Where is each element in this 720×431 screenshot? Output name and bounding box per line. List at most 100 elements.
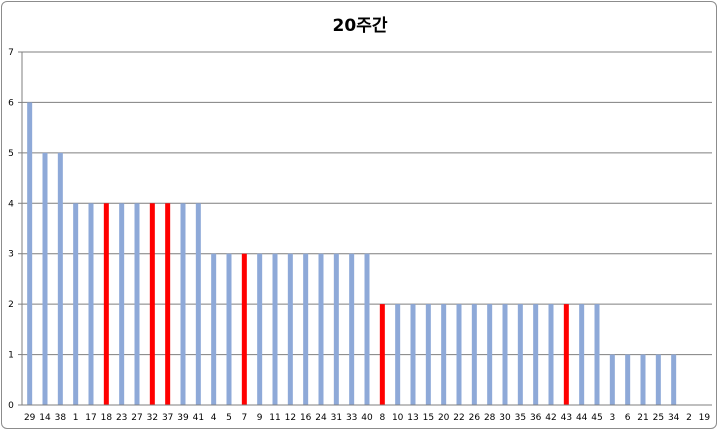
bar-40: [364, 253, 370, 405]
bar-44: [579, 304, 585, 405]
x-tick-label: 35: [515, 413, 526, 423]
x-tick-label: 4: [211, 413, 217, 423]
x-tick-label: 19: [699, 413, 711, 423]
bar-41: [195, 203, 201, 405]
x-tick-label: 21: [637, 413, 648, 423]
x-tick-label: 8: [379, 413, 385, 423]
x-tick-label: 27: [131, 413, 142, 423]
bar-4: [211, 253, 217, 405]
x-tick-label: 36: [530, 413, 542, 423]
bar-35: [517, 304, 523, 405]
x-tick-label: 34: [668, 413, 680, 423]
x-tick-label: 32: [147, 413, 158, 423]
y-tick-label: 1: [8, 351, 14, 361]
x-tick-label: 18: [101, 413, 113, 423]
bars: [27, 102, 677, 405]
y-tick-label: 5: [8, 149, 14, 159]
x-tick-label: 23: [116, 413, 127, 423]
y-tick-label: 6: [8, 98, 14, 108]
y-tick-label: 4: [8, 199, 14, 209]
x-tick-label: 30: [499, 413, 511, 423]
bar-23: [119, 203, 125, 405]
bar-30: [502, 304, 508, 405]
x-tick-label: 40: [361, 413, 373, 423]
bar-7: [241, 253, 247, 405]
x-tick-label: 24: [315, 413, 327, 423]
x-tick-label: 31: [331, 413, 342, 423]
y-tick-label: 3: [8, 250, 14, 260]
y-axis-ticks: 0 1 2 3 4 5 6 7: [8, 48, 22, 411]
bar-29: [27, 102, 33, 405]
bar-34: [671, 354, 677, 405]
x-tick-label: 15: [423, 413, 434, 423]
x-tick-label: 2: [686, 413, 692, 423]
bar-11: [272, 253, 278, 405]
bar-21: [640, 354, 646, 405]
bar-39: [180, 203, 186, 405]
x-tick-label: 45: [591, 413, 602, 423]
x-tick-label: 17: [85, 413, 96, 423]
x-tick-label: 7: [241, 413, 247, 423]
x-tick-label: 11: [269, 413, 280, 423]
bar-32: [149, 203, 155, 405]
bar-16: [303, 253, 309, 405]
bar-33: [349, 253, 355, 405]
bar-6: [625, 354, 631, 405]
bar-38: [57, 152, 63, 405]
bar-10: [395, 304, 401, 405]
bar-17: [88, 203, 94, 405]
x-tick-label: 14: [39, 413, 51, 423]
bar-9: [257, 253, 263, 405]
bar-25: [655, 354, 661, 405]
y-tick-label: 0: [8, 401, 14, 411]
x-tick-label: 26: [469, 413, 481, 423]
x-tick-label: 9: [257, 413, 263, 423]
bar-24: [318, 253, 324, 405]
bar-27: [134, 203, 140, 405]
x-tick-label: 39: [177, 413, 189, 423]
bar-45: [594, 304, 600, 405]
x-tick-label: 38: [55, 413, 67, 423]
bar-5: [226, 253, 232, 405]
x-tick-label: 37: [162, 413, 173, 423]
bar-31: [333, 253, 339, 405]
bar-28: [487, 304, 493, 405]
y-tick-label: 2: [8, 300, 14, 310]
x-tick-label: 28: [484, 413, 496, 423]
x-tick-label: 43: [561, 413, 572, 423]
x-tick-label: 3: [609, 413, 615, 423]
bar-37: [165, 203, 171, 405]
x-tick-label: 1: [73, 413, 79, 423]
bar-22: [456, 304, 462, 405]
bar-1: [73, 203, 79, 405]
x-tick-label: 22: [453, 413, 464, 423]
chart-title: 20주간: [333, 16, 388, 36]
x-tick-label: 25: [653, 413, 664, 423]
bar-26: [471, 304, 477, 405]
bar-12: [287, 253, 293, 405]
x-tick-label: 10: [392, 413, 404, 423]
bar-14: [42, 152, 48, 405]
x-tick-label: 16: [300, 413, 312, 423]
bar-3: [609, 354, 615, 405]
x-tick-label: 6: [625, 413, 631, 423]
x-tick-label: 41: [193, 413, 204, 423]
x-tick-label: 12: [285, 413, 296, 423]
x-tick-label: 42: [545, 413, 556, 423]
bar-15: [425, 304, 431, 405]
y-tick-label: 7: [8, 48, 14, 58]
x-axis-ticks: 29 14 38 1 17 18 23 27 32 37 39 41 4 5 7 9 11 12 16 24 31 33 4…: [24, 413, 710, 423]
bar-18: [103, 203, 109, 405]
x-tick-label: 33: [346, 413, 357, 423]
bar-13: [410, 304, 416, 405]
x-tick-label: 5: [226, 413, 232, 423]
bar-20: [441, 304, 447, 405]
x-tick-label: 29: [24, 413, 36, 423]
bar-42: [548, 304, 554, 405]
bar-43: [563, 304, 569, 405]
bar-36: [533, 304, 539, 405]
axes: [21, 52, 712, 406]
x-tick-label: 44: [576, 413, 588, 423]
x-tick-label: 20: [438, 413, 450, 423]
